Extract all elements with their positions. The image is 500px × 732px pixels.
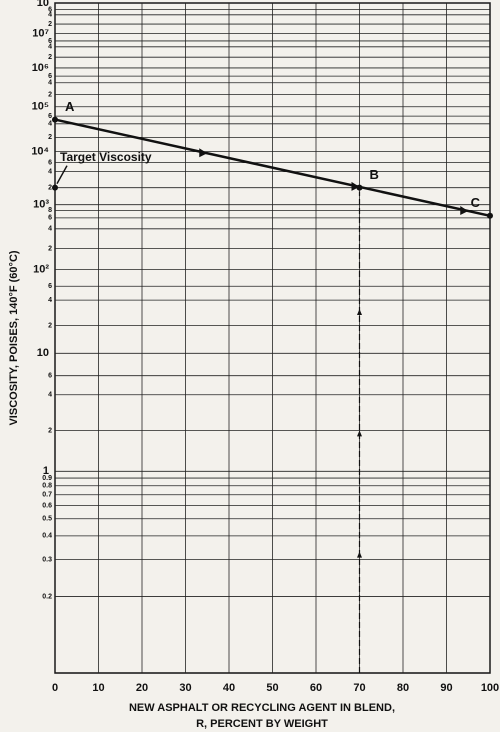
arrow-head bbox=[199, 148, 208, 158]
y-tick-label: 0.3 bbox=[42, 556, 52, 563]
y-tick-label: 0.6 bbox=[42, 502, 52, 509]
y-tick-label: 0.9 bbox=[42, 475, 52, 482]
blend-line bbox=[54, 118, 491, 218]
x-tick-label: 80 bbox=[397, 682, 409, 694]
y-tick-label: 6 bbox=[48, 373, 52, 380]
y-tick-label: 6 bbox=[48, 6, 52, 13]
y-tick-label: 10 bbox=[37, 0, 49, 9]
y-tick-label: 4 bbox=[48, 80, 52, 87]
y-tick-label: 2 bbox=[48, 185, 52, 192]
point-label: A bbox=[65, 99, 75, 114]
y-tick-label: 0.2 bbox=[42, 593, 52, 600]
y-tick-label: 10⁷ bbox=[32, 28, 49, 40]
x-axis-label: NEW ASPHALT OR RECYCLING AGENT IN BLEND, bbox=[129, 702, 395, 714]
x-tick-label: 60 bbox=[310, 682, 322, 694]
y-tick-label: 2 bbox=[48, 21, 52, 28]
point-label: Target Viscosity bbox=[60, 150, 152, 164]
x-tick-label: 20 bbox=[136, 682, 148, 694]
leader-arrow bbox=[56, 165, 68, 185]
y-tick-label: 6 bbox=[48, 159, 52, 166]
x-tick-label: 40 bbox=[223, 682, 235, 694]
point bbox=[356, 184, 363, 191]
y-tick-label: 6 bbox=[48, 38, 52, 45]
x-tick-label: 10 bbox=[92, 682, 104, 694]
x-tick-label: 90 bbox=[440, 682, 452, 694]
y-tick-label: 8 bbox=[48, 207, 52, 214]
y-tick-label: 2 bbox=[48, 91, 52, 98]
y-tick-label: 0.7 bbox=[42, 492, 52, 499]
arrow-head bbox=[357, 551, 362, 558]
x-tick-label: 30 bbox=[179, 682, 191, 694]
y-tick-label: 6 bbox=[48, 73, 52, 80]
y-tick-label: 4 bbox=[48, 44, 52, 51]
arrow-head bbox=[357, 309, 362, 316]
y-tick-label: 1 bbox=[43, 465, 49, 477]
point bbox=[52, 184, 58, 191]
y-tick-label: 4 bbox=[48, 226, 52, 233]
y-tick-label: 4 bbox=[48, 392, 52, 399]
y-axis-label: VISCOSITY, POISES, 140°F (60°C) bbox=[8, 250, 20, 425]
x-tick-label: 50 bbox=[266, 682, 278, 694]
point-label: B bbox=[370, 167, 379, 182]
y-tick-label: 2 bbox=[48, 322, 52, 329]
x-tick-label: 100 bbox=[481, 682, 499, 694]
point bbox=[487, 212, 493, 219]
y-tick-label: 0.5 bbox=[42, 516, 52, 523]
y-tick-label: 10² bbox=[33, 264, 49, 276]
y-tick-label: 6 bbox=[48, 283, 52, 290]
y-tick-label: 10⁶ bbox=[32, 62, 49, 74]
y-tick-label: 2 bbox=[48, 54, 52, 61]
y-tick-label: 6 bbox=[48, 113, 52, 120]
arrow-head bbox=[460, 205, 469, 215]
y-tick-label: 10⁴ bbox=[31, 146, 49, 158]
x-axis-label: R, PERCENT BY WEIGHT bbox=[196, 718, 328, 730]
y-tick-label: 10³ bbox=[33, 199, 49, 211]
x-tick-label: 0 bbox=[52, 682, 58, 694]
y-tick-label: 4 bbox=[48, 168, 52, 175]
y-tick-label: 4 bbox=[48, 121, 52, 128]
y-tick-label: 10⁵ bbox=[32, 101, 49, 113]
y-tick-label: 2 bbox=[48, 427, 52, 434]
y-tick-label: 4 bbox=[48, 12, 52, 19]
y-tick-label: 2 bbox=[48, 134, 52, 141]
y-tick-label: 0.4 bbox=[42, 533, 52, 540]
point bbox=[52, 116, 58, 123]
y-tick-label: 4 bbox=[48, 297, 52, 304]
arrow-head bbox=[357, 430, 362, 437]
point-label: C bbox=[471, 195, 481, 210]
x-tick-label: 70 bbox=[353, 682, 365, 694]
y-tick-label: 6 bbox=[48, 215, 52, 222]
y-tick-label: 2 bbox=[48, 245, 52, 252]
y-tick-label: 0.8 bbox=[42, 483, 52, 490]
y-tick-label: 10 bbox=[37, 347, 49, 359]
arrow-head bbox=[351, 181, 360, 191]
